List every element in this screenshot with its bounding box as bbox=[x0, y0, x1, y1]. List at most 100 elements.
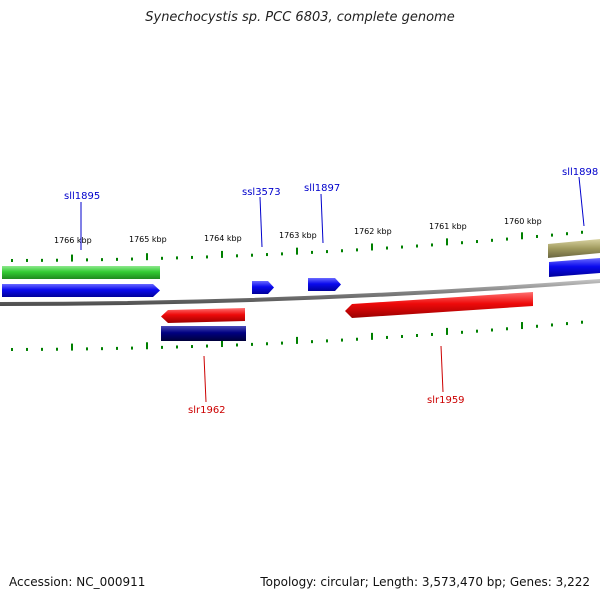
leader-line bbox=[440, 345, 444, 393]
major-tick bbox=[296, 247, 298, 255]
major-tick bbox=[71, 343, 73, 351]
genome-summary-text: Topology: circular; Length: 3,573,470 bp… bbox=[260, 575, 590, 589]
minor-tick bbox=[581, 230, 583, 234]
minor-tick bbox=[11, 347, 13, 351]
minor-tick bbox=[281, 252, 283, 256]
major-tick bbox=[221, 340, 223, 348]
minor-tick bbox=[26, 258, 28, 262]
minor-tick bbox=[401, 245, 403, 249]
major-tick bbox=[221, 250, 223, 258]
minor-tick bbox=[41, 347, 43, 351]
minor-tick bbox=[341, 338, 343, 342]
minor-tick bbox=[266, 253, 268, 257]
gene-label-slr1962[interactable]: slr1962 bbox=[188, 405, 226, 416]
major-tick bbox=[146, 253, 148, 261]
minor-tick bbox=[356, 248, 358, 252]
minor-tick bbox=[431, 332, 433, 336]
minor-tick bbox=[251, 342, 253, 346]
genome-title: Synechocystis sp. PCC 6803, complete gen… bbox=[145, 10, 455, 25]
minor-tick bbox=[581, 320, 583, 324]
minor-tick bbox=[491, 328, 493, 332]
gene-label-slr1959[interactable]: slr1959 bbox=[427, 395, 465, 406]
tick-label: 1764 kbp bbox=[204, 234, 242, 243]
lower-tick-track bbox=[11, 320, 583, 351]
gene-slr1959-arrow[interactable] bbox=[345, 292, 533, 318]
gene-sll1895-arrow[interactable] bbox=[2, 284, 160, 297]
tick-label: 1765 kbp bbox=[129, 235, 167, 244]
major-tick bbox=[521, 322, 523, 330]
minor-tick bbox=[311, 340, 313, 344]
minor-tick bbox=[536, 324, 538, 328]
major-tick bbox=[371, 243, 373, 251]
minor-tick bbox=[131, 346, 133, 350]
minor-tick bbox=[101, 258, 103, 262]
minor-tick bbox=[566, 322, 568, 326]
leader-line bbox=[259, 196, 263, 248]
minor-tick bbox=[206, 255, 208, 259]
minor-tick bbox=[491, 238, 493, 242]
minor-tick bbox=[311, 250, 313, 254]
gene-label-sll1898[interactable]: sll1898 bbox=[562, 167, 598, 178]
tick-label: 1760 kbp bbox=[504, 217, 542, 226]
minor-tick bbox=[461, 330, 463, 334]
minor-tick bbox=[506, 327, 508, 331]
gene-label-sll1895[interactable]: sll1895 bbox=[64, 191, 100, 202]
minor-tick bbox=[176, 256, 178, 260]
minor-tick bbox=[191, 345, 193, 349]
minor-tick bbox=[236, 254, 238, 258]
upper-tick-track bbox=[11, 230, 583, 262]
minor-tick bbox=[101, 347, 103, 351]
minor-tick bbox=[161, 345, 163, 349]
minor-tick bbox=[266, 342, 268, 346]
minor-tick bbox=[11, 258, 13, 262]
major-tick bbox=[371, 332, 373, 340]
major-tick bbox=[446, 238, 448, 246]
minor-tick bbox=[206, 344, 208, 348]
tick-label: 1766 kbp bbox=[54, 236, 92, 245]
leader-line bbox=[203, 355, 207, 403]
minor-tick bbox=[281, 341, 283, 345]
feature-bar-green[interactable] bbox=[2, 266, 160, 279]
accession-text: Accession: NC_000911 bbox=[9, 575, 146, 589]
minor-tick bbox=[551, 323, 553, 327]
minor-tick bbox=[116, 257, 118, 261]
minor-tick bbox=[251, 253, 253, 257]
minor-tick bbox=[536, 234, 538, 238]
minor-tick bbox=[26, 347, 28, 351]
tick-label: 1763 kbp bbox=[279, 231, 317, 240]
genome-backbone bbox=[0, 279, 600, 306]
minor-tick bbox=[56, 347, 58, 351]
minor-tick bbox=[416, 333, 418, 337]
gene-sll1897-arrow[interactable] bbox=[308, 278, 341, 291]
minor-tick bbox=[506, 237, 508, 241]
minor-tick bbox=[131, 257, 133, 261]
gene-slr1962-arrow[interactable] bbox=[161, 308, 245, 323]
minor-tick bbox=[401, 334, 403, 338]
minor-tick bbox=[191, 255, 193, 259]
minor-tick bbox=[476, 240, 478, 244]
minor-tick bbox=[236, 343, 238, 347]
minor-tick bbox=[161, 256, 163, 260]
gene-sll1898-arrow[interactable] bbox=[549, 258, 600, 277]
minor-tick bbox=[176, 345, 178, 349]
minor-tick bbox=[326, 250, 328, 254]
leader-line bbox=[578, 176, 585, 227]
minor-tick bbox=[86, 347, 88, 351]
gene-ssl3573-arrow[interactable] bbox=[252, 281, 274, 294]
feature-bar-olive[interactable] bbox=[548, 239, 600, 258]
minor-tick bbox=[476, 329, 478, 333]
major-tick bbox=[446, 327, 448, 335]
minor-tick bbox=[566, 232, 568, 236]
tick-label: 1761 kbp bbox=[429, 222, 467, 231]
major-tick bbox=[71, 254, 73, 262]
gene-label-ssl3573[interactable]: ssl3573 bbox=[242, 187, 281, 198]
gene-label-sll1897[interactable]: sll1897 bbox=[304, 183, 340, 194]
leader-line bbox=[320, 193, 324, 244]
feature-bar-navy[interactable] bbox=[161, 326, 246, 341]
minor-tick bbox=[56, 258, 58, 262]
minor-tick bbox=[41, 258, 43, 262]
minor-tick bbox=[326, 339, 328, 343]
minor-tick bbox=[341, 249, 343, 253]
minor-tick bbox=[386, 335, 388, 339]
